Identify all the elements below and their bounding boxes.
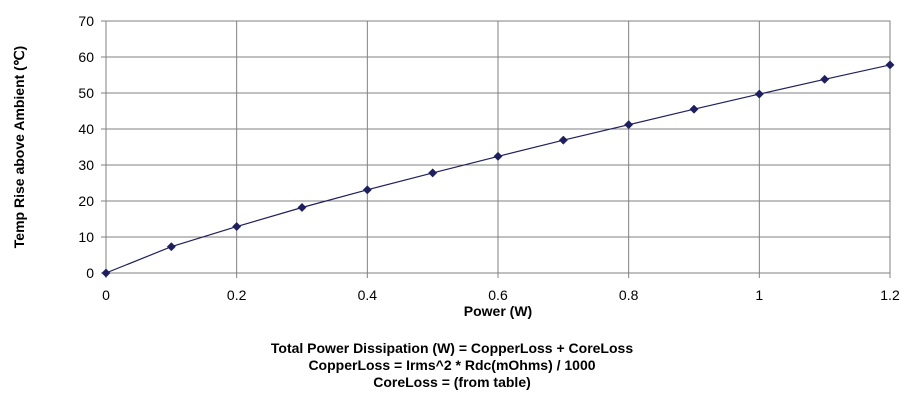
- formula-line-copper: CopperLoss = Irms^2 * Rdc(mOhms) / 1000: [308, 357, 596, 373]
- x-tick-label: 0.4: [358, 287, 378, 303]
- data-markers: [101, 60, 895, 278]
- data-point: [820, 74, 830, 84]
- y-axis-title: Temp Rise above Ambient (℃): [11, 46, 27, 248]
- x-tick-label: 0: [102, 287, 110, 303]
- formula-notes: Total Power Dissipation (W) = CopperLoss…: [0, 340, 904, 391]
- data-point: [754, 89, 764, 99]
- y-tick-labels: 0 10 20 30 40 50 60 70: [78, 13, 94, 281]
- y-tick-label: 0: [86, 265, 94, 281]
- temp-rise-chart: 0 0.2 0.4 0.6 0.8 1 1.2 0 10 20 30 40 50 60 70 Power …: [11, 13, 900, 319]
- data-point: [493, 151, 503, 161]
- x-tick-label: 1.2: [880, 287, 900, 303]
- x-tick-label: 0.6: [488, 287, 508, 303]
- data-point: [689, 104, 699, 114]
- x-tick-label: 0.2: [227, 287, 247, 303]
- y-tick-label: 40: [78, 121, 94, 137]
- y-tick-label: 70: [78, 13, 94, 29]
- y-tick-label: 50: [78, 85, 94, 101]
- data-point: [362, 185, 372, 195]
- y-tick-label: 30: [78, 157, 94, 173]
- x-tick-label: 0.8: [619, 287, 639, 303]
- data-point: [297, 202, 307, 213]
- x-axis-title: Power (W): [464, 303, 532, 319]
- data-point: [885, 60, 895, 70]
- data-point: [624, 120, 634, 130]
- formula-line-total: Total Power Dissipation (W) = CopperLoss…: [270, 340, 634, 356]
- y-tick-label: 20: [78, 193, 94, 209]
- data-point: [558, 135, 568, 145]
- data-point: [428, 168, 438, 178]
- data-point: [101, 268, 111, 278]
- formula-line-core: CoreLoss = (from table): [373, 374, 531, 390]
- y-tick-label: 10: [78, 229, 94, 245]
- data-point: [232, 222, 242, 232]
- data-point: [166, 242, 176, 252]
- x-tick-labels: 0 0.2 0.4 0.6 0.8 1 1.2: [102, 287, 900, 303]
- x-tick-label: 1: [755, 287, 763, 303]
- y-tick-label: 60: [78, 49, 94, 65]
